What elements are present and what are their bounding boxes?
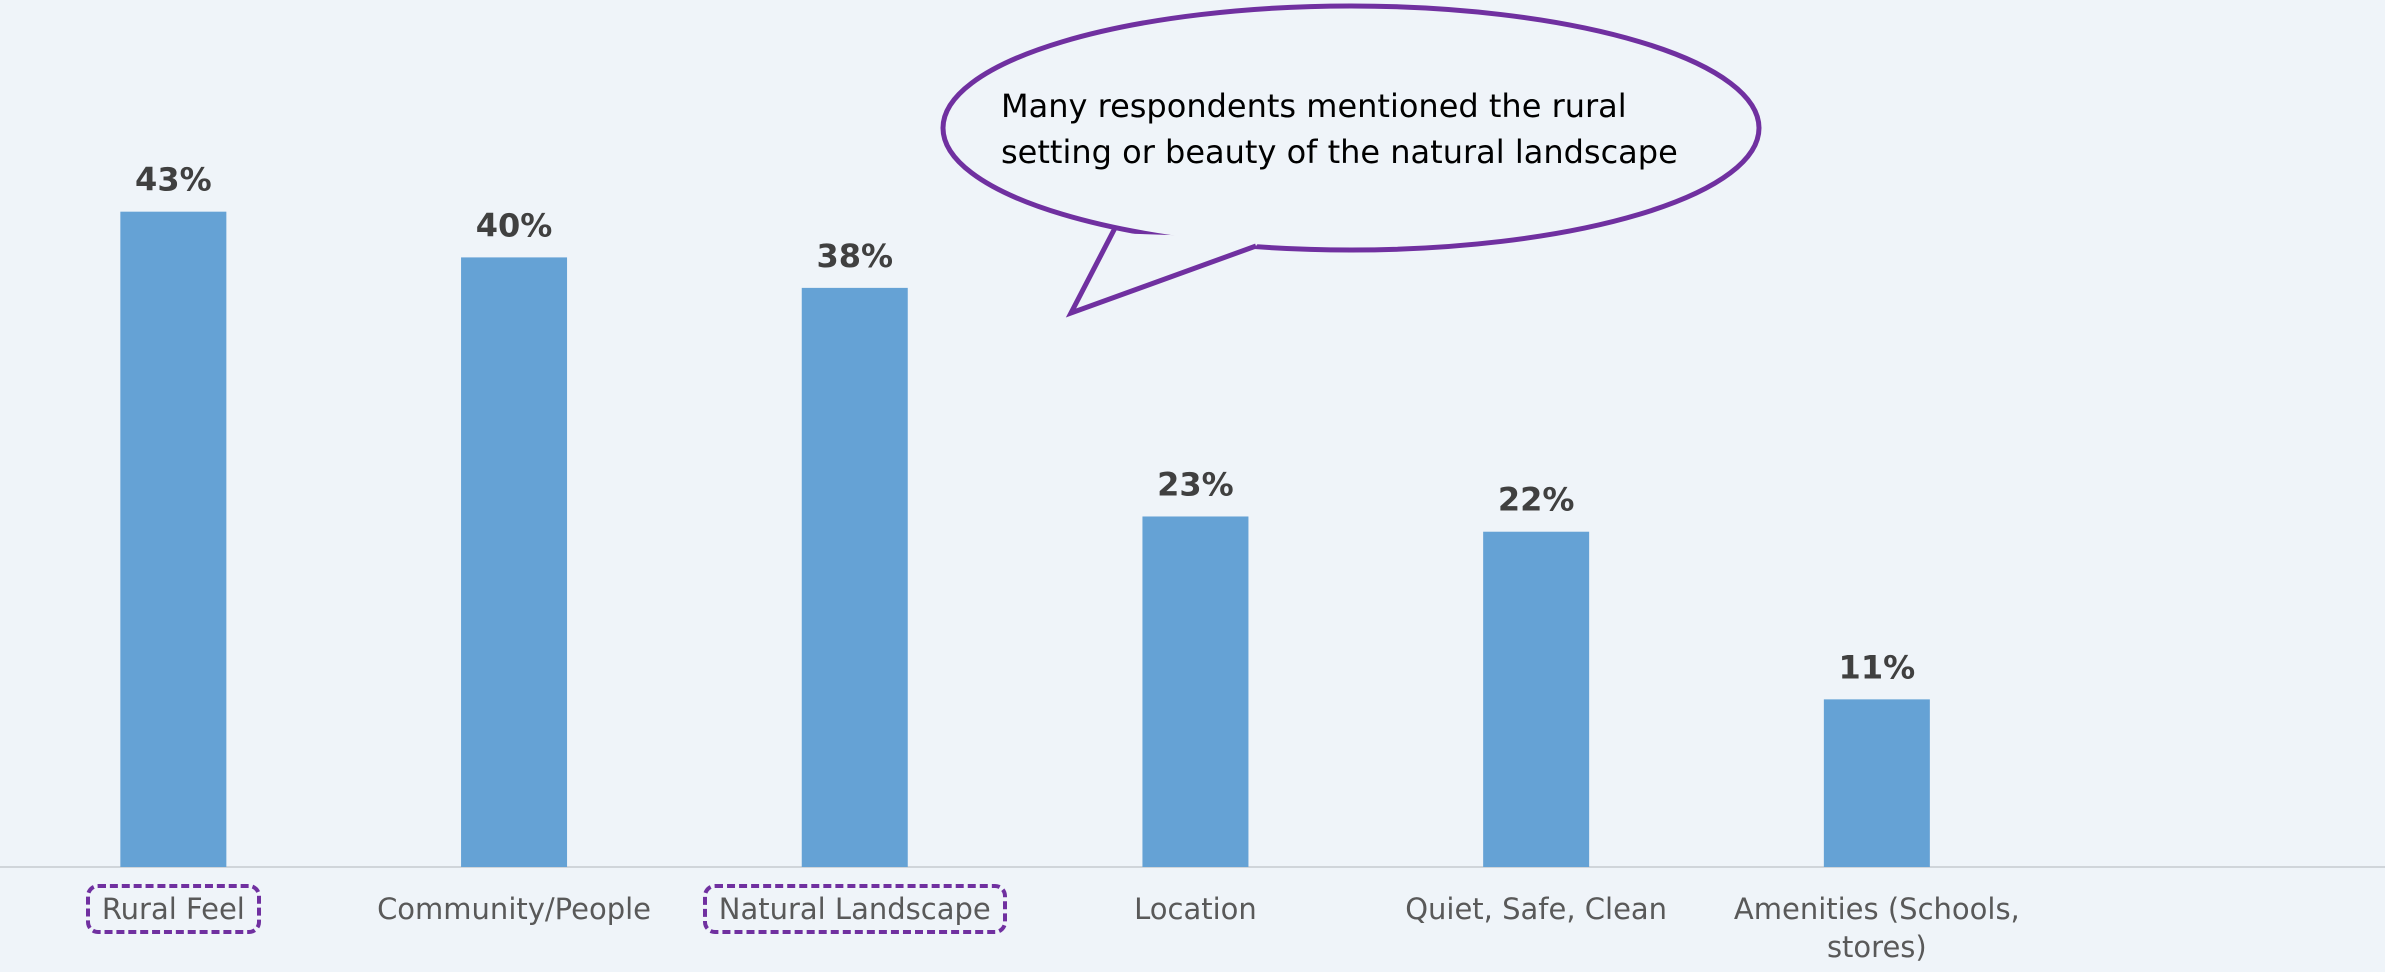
callout-tail-fill — [1071, 228, 1262, 313]
bar — [801, 287, 908, 867]
bar — [1142, 516, 1249, 867]
x-tick-label-box: Rural Feel — [13, 884, 333, 934]
x-tick-label: Rural Feel — [85, 884, 261, 934]
x-tick-label: Natural Landscape — [702, 884, 1007, 934]
data-label: 11% — [1839, 648, 1916, 686]
x-tick-label-box: Quiet, Safe, Clean — [1376, 884, 1696, 934]
x-tick-label: Location — [1134, 892, 1257, 926]
annotation: Many respondents mentioned the rural — [1001, 87, 1627, 125]
bar — [1823, 699, 1930, 867]
data-label: 38% — [816, 237, 893, 275]
bar — [120, 211, 227, 867]
data-label: 22% — [1498, 481, 1575, 519]
x-tick-label-box: Amenities (Schools, stores) — [1717, 884, 2037, 972]
x-tick-label: Amenities (Schools, stores) — [1733, 892, 2020, 964]
data-label: 40% — [476, 206, 553, 244]
bar — [1483, 531, 1590, 867]
x-tick-label: Community/People — [377, 892, 652, 926]
x-tick-label-box: Location — [1035, 884, 1355, 934]
callout-bubble — [940, 3, 1762, 253]
data-label: 23% — [1157, 465, 1234, 503]
callout-tail — [1065, 226, 1257, 318]
x-tick-label-box: Community/People — [354, 884, 674, 934]
data-label: 43% — [135, 161, 212, 199]
bar — [461, 257, 568, 867]
x-tick-label-box: Natural Landscape — [695, 884, 1015, 934]
x-tick-label: Quiet, Safe, Clean — [1405, 892, 1668, 926]
annotation: setting or beauty of the natural landsca… — [1001, 133, 1678, 171]
